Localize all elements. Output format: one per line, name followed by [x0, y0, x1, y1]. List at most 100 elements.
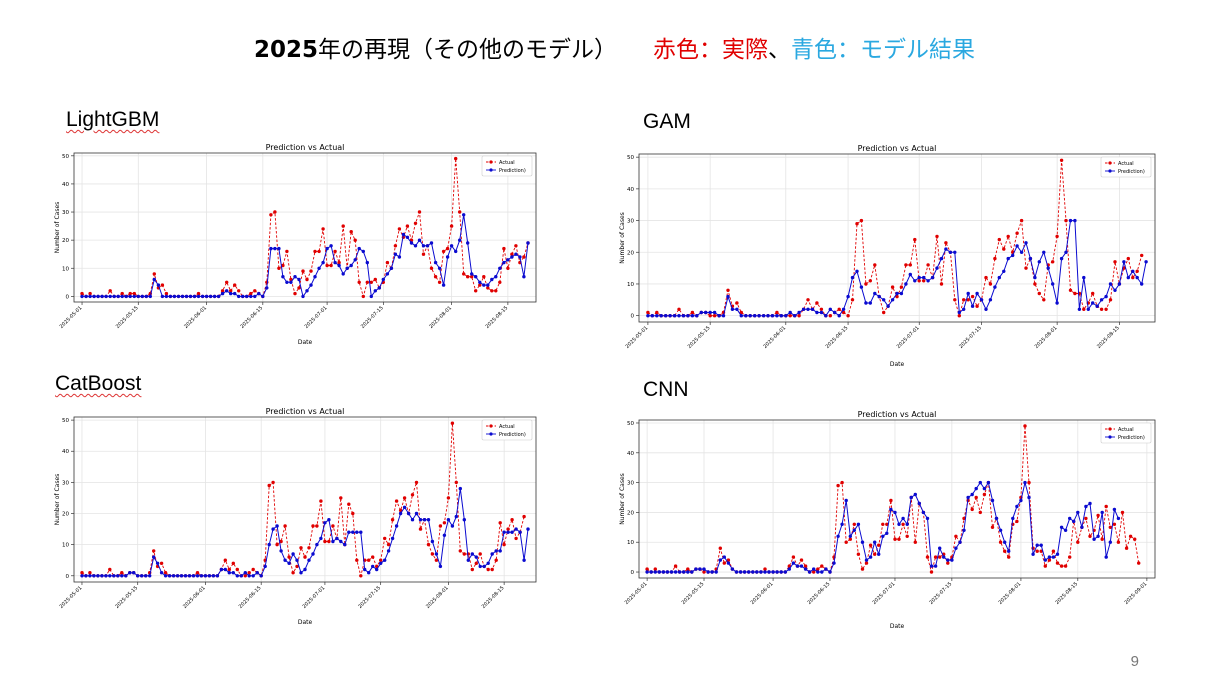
data-point-actual [337, 260, 341, 265]
y-tick-label: 30 [62, 480, 69, 486]
data-point-actual [367, 558, 371, 562]
data-point-prediction [917, 501, 921, 506]
data-point-actual [458, 210, 462, 214]
data-point-actual [315, 524, 319, 528]
data-point-prediction [187, 574, 192, 578]
x-tick-label: 2025-06-15 [238, 585, 263, 610]
data-point-prediction [462, 213, 466, 217]
data-point-actual [108, 567, 112, 572]
data-point-actual [510, 518, 514, 522]
data-point-prediction [913, 492, 917, 497]
data-point-prediction [1051, 282, 1055, 286]
data-point-actual [1023, 424, 1027, 428]
data-point-actual [405, 224, 410, 228]
data-point-actual [864, 282, 868, 286]
legend-marker-actual [489, 160, 493, 164]
data-point-actual [454, 480, 458, 485]
data-point-actual [1088, 534, 1092, 538]
data-point-actual [895, 294, 899, 299]
data-point-prediction [171, 574, 176, 578]
data-point-prediction [329, 244, 333, 248]
data-point-prediction [913, 279, 917, 283]
data-point-prediction [795, 564, 800, 568]
data-point-actual [365, 280, 369, 284]
data-point-prediction [1086, 307, 1090, 311]
plot-frame [638, 153, 1156, 323]
data-point-prediction [88, 574, 92, 578]
data-point-actual [819, 307, 824, 311]
data-point-prediction [942, 555, 946, 559]
data-point-prediction [104, 574, 108, 578]
data-point-actual [163, 571, 168, 575]
data-point-actual [882, 310, 886, 315]
data-point-actual [702, 570, 706, 574]
data-point-actual [287, 555, 291, 559]
legend-label-prediction: Prediction) [499, 168, 526, 174]
data-point-actual [522, 514, 526, 519]
data-point-prediction [810, 307, 815, 311]
data-point-actual [908, 263, 912, 267]
y-tick-label: 40 [627, 451, 634, 457]
data-point-prediction [677, 314, 681, 318]
y-tick-label: 50 [62, 418, 69, 424]
y-tick-label: 0 [631, 570, 635, 576]
data-point-prediction [377, 286, 381, 290]
data-point-actual [1033, 282, 1037, 286]
data-point-prediction [1047, 555, 1052, 559]
data-point-prediction [331, 539, 335, 544]
data-point-actual [120, 291, 124, 296]
data-point-actual [437, 280, 442, 284]
data-point-actual [319, 499, 323, 503]
data-point-actual [797, 314, 801, 318]
data-point-actual [325, 263, 329, 268]
data-point-prediction [112, 294, 116, 299]
data-point-prediction [1055, 552, 1060, 556]
data-point-actual [429, 266, 434, 270]
data-point-actual [357, 280, 361, 284]
x-axis-label: Date [298, 619, 313, 626]
legend-label-actual: Actual [499, 424, 515, 430]
data-point-prediction [466, 241, 470, 245]
data-point-actual [275, 542, 279, 547]
data-point-prediction [690, 314, 695, 318]
data-point-prediction [128, 294, 132, 299]
data-point-prediction [714, 570, 718, 574]
data-point-actual [1113, 260, 1117, 264]
data-point-prediction [337, 263, 341, 268]
x-axis-label: Date [298, 339, 313, 346]
data-point-prediction [160, 294, 165, 299]
data-point-prediction [717, 314, 721, 318]
data-point-actual [1068, 288, 1073, 292]
data-point-actual [462, 552, 466, 556]
data-point-actual [885, 522, 889, 526]
data-point-prediction [225, 289, 229, 293]
data-point-prediction [506, 530, 510, 534]
model-label-cnn: CNN [643, 378, 689, 401]
data-point-actual [1076, 540, 1080, 544]
data-point-prediction [216, 294, 221, 299]
data-point-actual [1003, 549, 1007, 553]
data-point-prediction [132, 294, 136, 299]
data-point-prediction [929, 564, 934, 568]
data-point-prediction [303, 567, 307, 572]
data-point-prediction [718, 558, 722, 562]
data-point-actual [929, 570, 934, 574]
data-point-prediction [100, 574, 104, 578]
data-point-prediction [730, 307, 735, 311]
data-point-prediction [1092, 537, 1096, 541]
data-point-actual [739, 310, 743, 315]
data-point-prediction [1024, 241, 1028, 245]
data-point-prediction [721, 314, 726, 318]
data-point-actual [933, 555, 938, 559]
data-point-prediction [793, 314, 797, 318]
data-point-prediction [434, 552, 439, 556]
data-point-prediction [136, 294, 140, 299]
data-point-actual [426, 542, 431, 547]
data-point-actual [1084, 516, 1088, 521]
x-tick-label: 2025-07-15 [360, 305, 385, 330]
data-point-prediction [353, 258, 357, 262]
data-point-prediction [905, 522, 909, 526]
data-point-actual [712, 314, 717, 318]
data-point-prediction [522, 275, 526, 279]
data-point-prediction [672, 314, 677, 318]
